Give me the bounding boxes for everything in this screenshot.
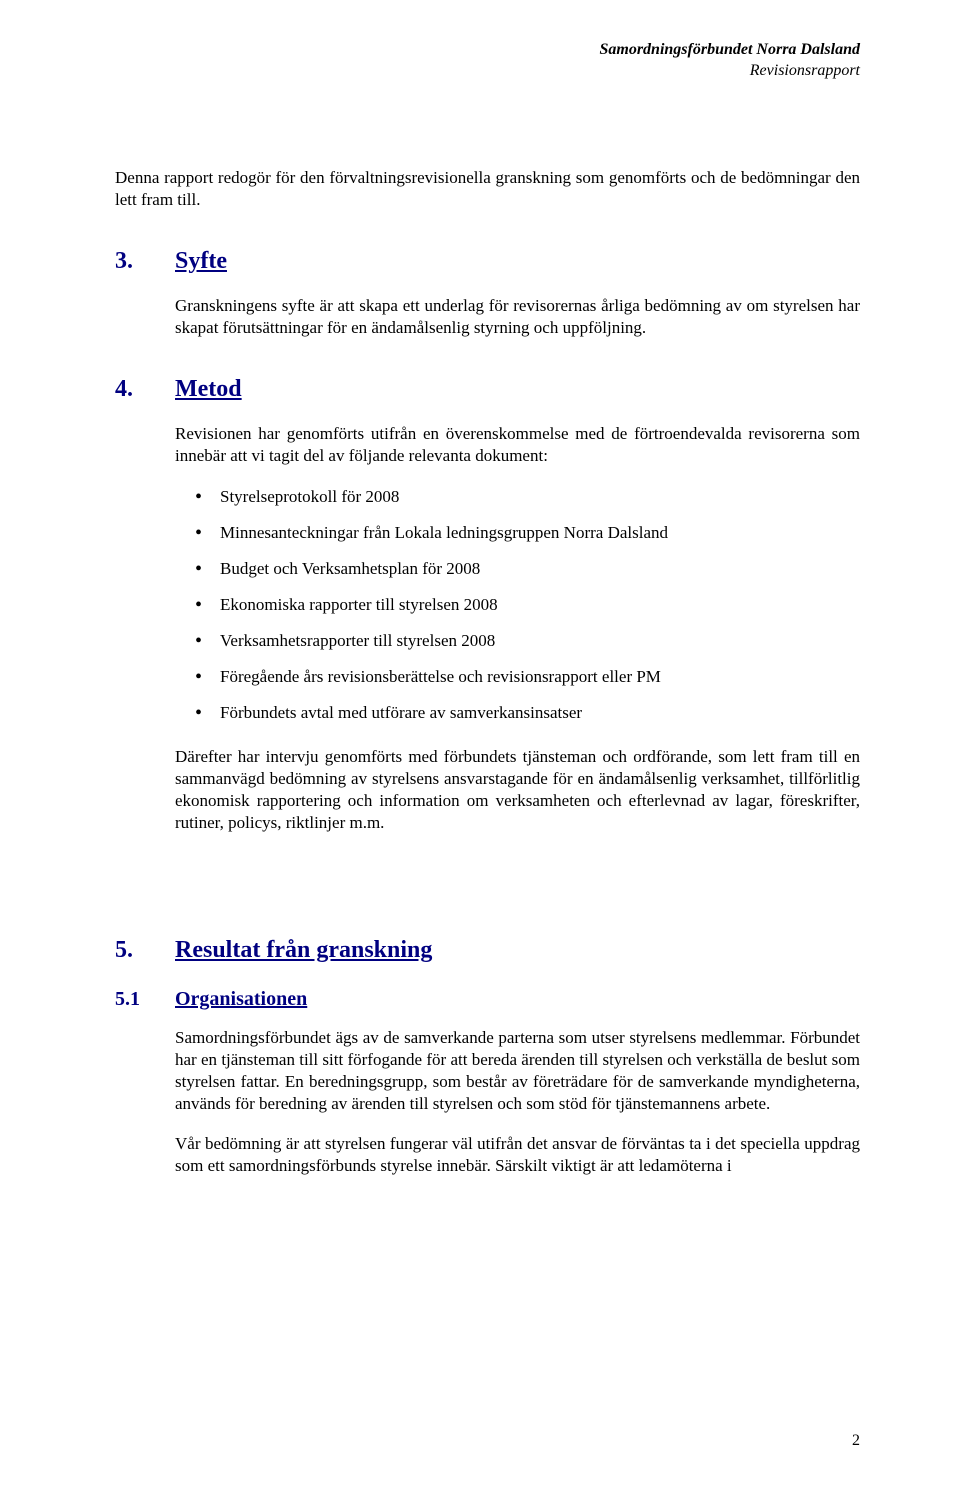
section-5-1-body: Samordningsförbundet ägs av de samverkan…: [175, 1027, 860, 1178]
section-3: 3. Syfte Granskningens syfte är att skap…: [115, 246, 860, 339]
bullet-list: Styrelseprotokoll för 2008 Minnesanteckn…: [195, 486, 860, 725]
intro-paragraph: Denna rapport redogör för den förvaltnin…: [115, 167, 860, 211]
section-4-body: Revisionen har genomförts utifrån en öve…: [175, 423, 860, 834]
page-number: 2: [852, 1431, 860, 1452]
list-item: Förbundets avtal med utförare av samverk…: [195, 702, 860, 724]
section-4-intro: Revisionen har genomförts utifrån en öve…: [175, 423, 860, 467]
section-4-heading: 4. Metod: [115, 374, 860, 405]
document-page: Samordningsförbundet Norra Dalsland Revi…: [0, 0, 960, 1492]
section-4: 4. Metod Revisionen har genomförts utifr…: [115, 374, 860, 834]
list-item: Föregående års revisionsberättelse och r…: [195, 666, 860, 688]
section-3-paragraph: Granskningens syfte är att skapa ett und…: [175, 295, 860, 339]
section-3-title: Syfte: [175, 246, 227, 277]
section-3-number: 3.: [115, 246, 175, 277]
section-3-body: Granskningens syfte är att skapa ett und…: [175, 295, 860, 339]
list-item: Verksamhetsrapporter till styrelsen 2008: [195, 630, 860, 652]
section-5-1-para1: Samordningsförbundet ägs av de samverkan…: [175, 1027, 860, 1115]
section-gap: [115, 870, 860, 935]
page-header: Samordningsförbundet Norra Dalsland Revi…: [115, 40, 860, 82]
section-5: 5. Resultat från granskning: [115, 935, 860, 966]
list-item: Ekonomiska rapporter till styrelsen 2008: [195, 594, 860, 616]
list-item: Styrelseprotokoll för 2008: [195, 486, 860, 508]
section-4-title: Metod: [175, 374, 242, 405]
list-item: Budget och Verksamhetsplan för 2008: [195, 558, 860, 580]
section-3-heading: 3. Syfte: [115, 246, 860, 277]
section-5-1-heading: 5.1 Organisationen: [115, 986, 860, 1012]
list-item: Minnesanteckningar från Lokala ledningsg…: [195, 522, 860, 544]
section-4-number: 4.: [115, 374, 175, 405]
section-5-1-number: 5.1: [115, 986, 175, 1012]
header-title: Samordningsförbundet Norra Dalsland: [115, 40, 860, 61]
section-5-1-para2: Vår bedömning är att styrelsen fungerar …: [175, 1133, 860, 1177]
section-5-heading: 5. Resultat från granskning: [115, 935, 860, 966]
section-4-para2: Därefter har intervju genomförts med för…: [175, 746, 860, 834]
section-5-title: Resultat från granskning: [175, 935, 432, 966]
section-5-1: 5.1 Organisationen Samordningsförbundet …: [115, 986, 860, 1178]
section-5-number: 5.: [115, 935, 175, 966]
header-subtitle: Revisionsrapport: [115, 61, 860, 82]
section-5-1-title: Organisationen: [175, 986, 307, 1012]
